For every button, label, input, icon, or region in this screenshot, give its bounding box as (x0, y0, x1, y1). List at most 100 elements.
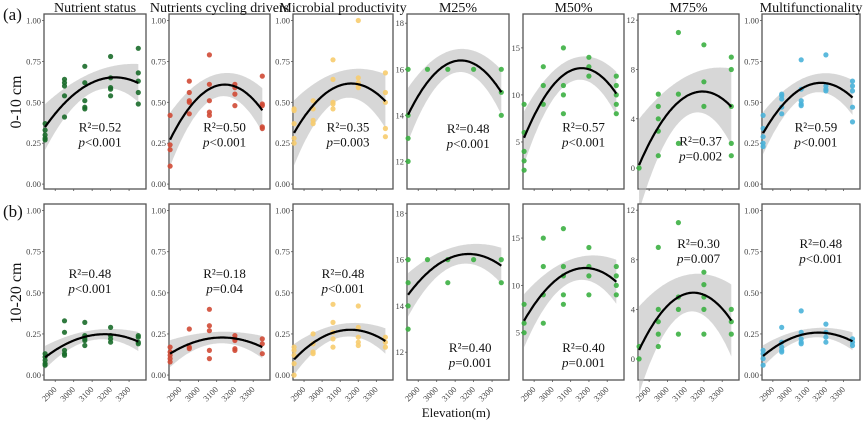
confidence-band (408, 48, 502, 142)
r-squared-label: R²=0.35 (327, 119, 370, 134)
data-point (382, 125, 388, 132)
data-point (108, 86, 114, 92)
data-point (586, 73, 592, 79)
data-point (586, 244, 592, 251)
data-point (206, 328, 212, 334)
data-point (330, 319, 336, 325)
x-tick-label: 3200 (458, 384, 477, 403)
data-point (760, 356, 766, 362)
data-point (586, 273, 592, 279)
data-point (135, 70, 141, 76)
x-tick-label: 3200 (810, 384, 829, 403)
y-tick-label: 0.75 (151, 56, 166, 66)
data-point (186, 78, 192, 84)
confidence-band (170, 331, 263, 368)
panel-title: Nutrients cycling drivers (150, 1, 289, 16)
y-tick-label: 0.00 (275, 179, 290, 189)
y-tick-label: 0.50 (151, 97, 166, 107)
data-point (135, 341, 141, 347)
x-tick-label: 3300 (238, 384, 257, 403)
data-point (108, 339, 114, 345)
data-point (206, 356, 212, 362)
confidence-band (408, 243, 502, 317)
data-point (798, 103, 804, 109)
data-point (355, 75, 361, 81)
data-point (779, 111, 785, 117)
data-point (82, 80, 88, 86)
confidence-band (524, 56, 617, 165)
fit-curve (638, 90, 733, 166)
data-point (728, 306, 734, 312)
data-point (675, 220, 682, 226)
data-point (291, 140, 297, 146)
data-point (636, 165, 642, 171)
y-tick-label: 4 (631, 114, 636, 124)
data-point (42, 127, 48, 133)
y-tick-label: 0 (631, 354, 635, 364)
data-point (206, 98, 212, 104)
confidence-band (639, 273, 732, 394)
y-tick-label: 0 (631, 163, 635, 173)
data-point (613, 101, 619, 107)
data-point (310, 351, 316, 357)
data-point (701, 282, 707, 288)
x-tick-label: 3300 (361, 384, 380, 403)
y-tick-label: 0.00 (744, 370, 759, 380)
data-point (424, 257, 431, 263)
data-point (186, 346, 192, 352)
data-point (560, 82, 567, 89)
x-tick-label: 3000 (775, 384, 794, 403)
x-tick-label: 2900 (288, 384, 307, 403)
x-tick-label: 2900 (403, 384, 422, 403)
r-squared-label: R²=0.59 (795, 119, 838, 134)
data-point (540, 235, 546, 241)
data-point (560, 111, 567, 117)
panel-b-4: 12 14 16 18 2900 3000 3100 3200 3300 R²=0.40p=0.0… (396, 203, 510, 403)
y-tick-label: 0.00 (26, 179, 41, 189)
data-point (382, 334, 388, 340)
row-b-tag: (b) (3, 202, 23, 221)
y-tick-label: 14 (396, 301, 405, 311)
data-point (521, 330, 527, 336)
x-tick-label: 3300 (592, 384, 611, 403)
data-point (779, 324, 785, 330)
fit-curve (44, 333, 139, 359)
r-squared-label: R²=0.48 (69, 266, 112, 281)
r-squared-label: R²=0.18 (203, 266, 246, 281)
data-point (701, 306, 707, 312)
data-point (471, 66, 477, 72)
data-point (232, 347, 238, 353)
data-point (849, 119, 856, 125)
data-point (167, 147, 173, 153)
y-tick-label: 0.25 (275, 138, 290, 148)
x-tick-label: 3100 (439, 384, 458, 403)
y-tick-label: 15 (512, 43, 521, 53)
y-tick-label: 15 (512, 233, 521, 243)
p-value-label: p<0.001 (78, 134, 122, 149)
data-point (760, 112, 766, 118)
data-point (82, 63, 88, 69)
data-point (186, 111, 192, 117)
data-point (728, 153, 734, 159)
data-point (232, 91, 238, 97)
data-point (655, 103, 661, 109)
x-tick-label: 2900 (633, 384, 652, 403)
x-axis-label: Elevation(m) (422, 405, 491, 420)
y-tick-label: 0.25 (26, 329, 41, 339)
panel-title: Microbial productivity (279, 1, 406, 16)
y-tick-label: 10 (512, 280, 521, 290)
x-tick-label: 3100 (555, 384, 574, 403)
panel-b-1: 0.00 0.25 0.50 0.75 1.00 2900 3000 3100 3200 3300… (26, 203, 147, 403)
x-tick-label: 3200 (219, 384, 238, 403)
data-point (82, 319, 88, 325)
confidence-band (763, 73, 853, 155)
data-point (186, 326, 192, 332)
data-point (61, 83, 68, 89)
data-point (355, 334, 361, 340)
y-tick-label: 5 (516, 328, 520, 338)
data-point (135, 89, 141, 96)
y-tick-label: 12 (396, 347, 405, 357)
y-tick-label: 8 (631, 255, 635, 265)
x-tick-label: 3100 (670, 384, 689, 403)
data-point (355, 342, 361, 349)
